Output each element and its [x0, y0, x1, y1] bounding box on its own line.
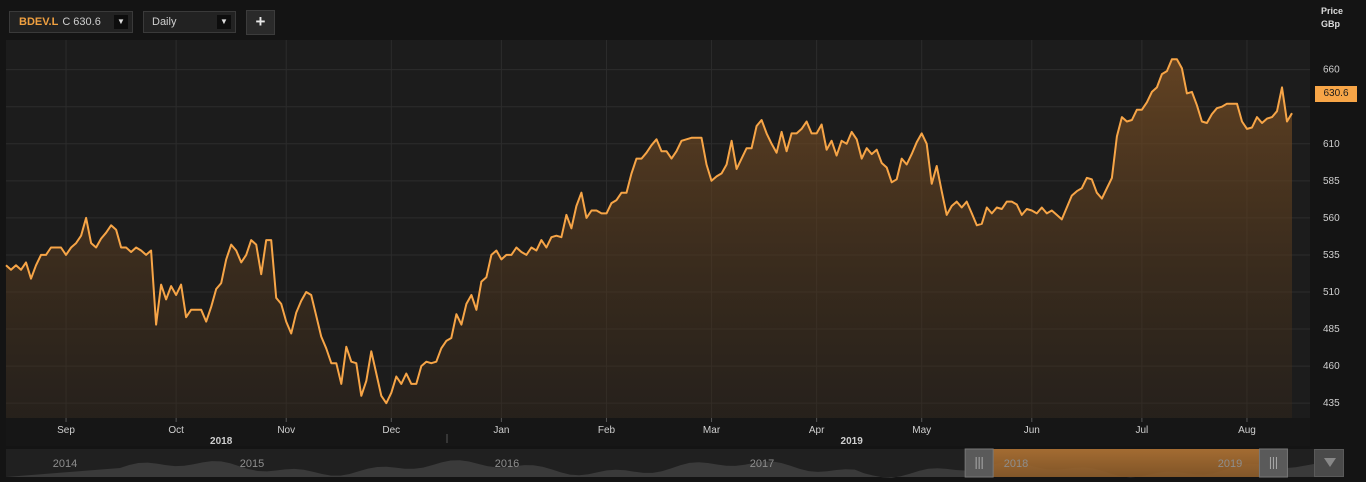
- chevron-down-icon[interactable]: ▼: [217, 15, 231, 29]
- period-selector[interactable]: Daily ▼: [143, 11, 236, 33]
- x-tick-label: Jun: [1024, 425, 1040, 436]
- close-value: 630.6: [73, 16, 101, 28]
- navigator-year-label: 2018: [1004, 458, 1028, 470]
- navigator-year-label: 2016: [495, 458, 519, 470]
- close-prefix: C: [62, 16, 71, 28]
- navigator-selection[interactable]: [979, 449, 1274, 477]
- y-tick-label: 485: [1323, 324, 1340, 335]
- add-indicator-button[interactable]: +: [246, 10, 275, 35]
- x-tick-label: Jan: [493, 425, 509, 436]
- x-year-label: 2018: [210, 436, 233, 447]
- price-axis-title-line2: GBp: [1321, 19, 1340, 29]
- y-axis-ticks: 435 460 485 510 535 560 585 610 660: [1323, 65, 1340, 410]
- price-axis-title-line1: Price: [1321, 6, 1344, 16]
- x-tick-label: Sep: [57, 425, 75, 436]
- x-tick-label: Oct: [168, 425, 184, 436]
- y-tick-label: 435: [1323, 398, 1340, 409]
- navigator-scroll-button[interactable]: [1314, 449, 1344, 477]
- navigator-year-label: 2015: [240, 458, 264, 470]
- chevron-down-icon[interactable]: ▼: [114, 15, 128, 29]
- navigator-year-label: 2019: [1218, 458, 1242, 470]
- price-line: [5, 58, 1293, 405]
- navigator-handle-left[interactable]: [964, 448, 994, 478]
- x-tick-label: Aug: [1238, 425, 1256, 436]
- price-area: [6, 59, 1292, 419]
- chart-toolbar: BDEV.L C 630.6 ▼ Daily ▼ +: [0, 0, 1310, 40]
- period-label: Daily: [152, 16, 177, 28]
- symbol-selector[interactable]: BDEV.L C 630.6 ▼: [9, 11, 133, 33]
- y-tick-label: 660: [1323, 65, 1340, 76]
- last-price-tag: 630.6: [1315, 86, 1357, 102]
- y-tick-label: 535: [1323, 250, 1340, 261]
- x-tick-label: May: [912, 425, 931, 436]
- navigator-year-label: 2017: [750, 458, 774, 470]
- navigator-year-label: 2014: [53, 458, 77, 470]
- y-tick-label: 510: [1323, 287, 1340, 298]
- x-axis-band: [6, 418, 1310, 446]
- navigator[interactable]: 2014 2015 2016 2017 2018 2019: [6, 448, 1314, 478]
- y-tick-label: 585: [1323, 176, 1340, 187]
- navigator-handle-right[interactable]: [1258, 448, 1288, 478]
- x-axis-ticks: Sep Oct Nov Dec Jan Feb Mar Apr May Jun Jul Aug 2018…: [57, 418, 1256, 447]
- y-tick-label: 560: [1323, 213, 1340, 224]
- price-axis-title: Price GBp: [1321, 5, 1343, 31]
- x-tick-label: Jul: [1135, 425, 1148, 436]
- x-tick-label: Nov: [277, 425, 295, 436]
- y-tick-label: 460: [1323, 361, 1340, 372]
- x-tick-label: Mar: [703, 425, 721, 436]
- x-tick-label: Apr: [809, 425, 825, 436]
- x-tick-label: Dec: [382, 425, 400, 436]
- symbol-text: BDEV.L: [19, 16, 59, 28]
- x-tick-label: Feb: [598, 425, 616, 436]
- y-tick-label: 610: [1323, 139, 1340, 150]
- x-year-label: 2019: [841, 436, 864, 447]
